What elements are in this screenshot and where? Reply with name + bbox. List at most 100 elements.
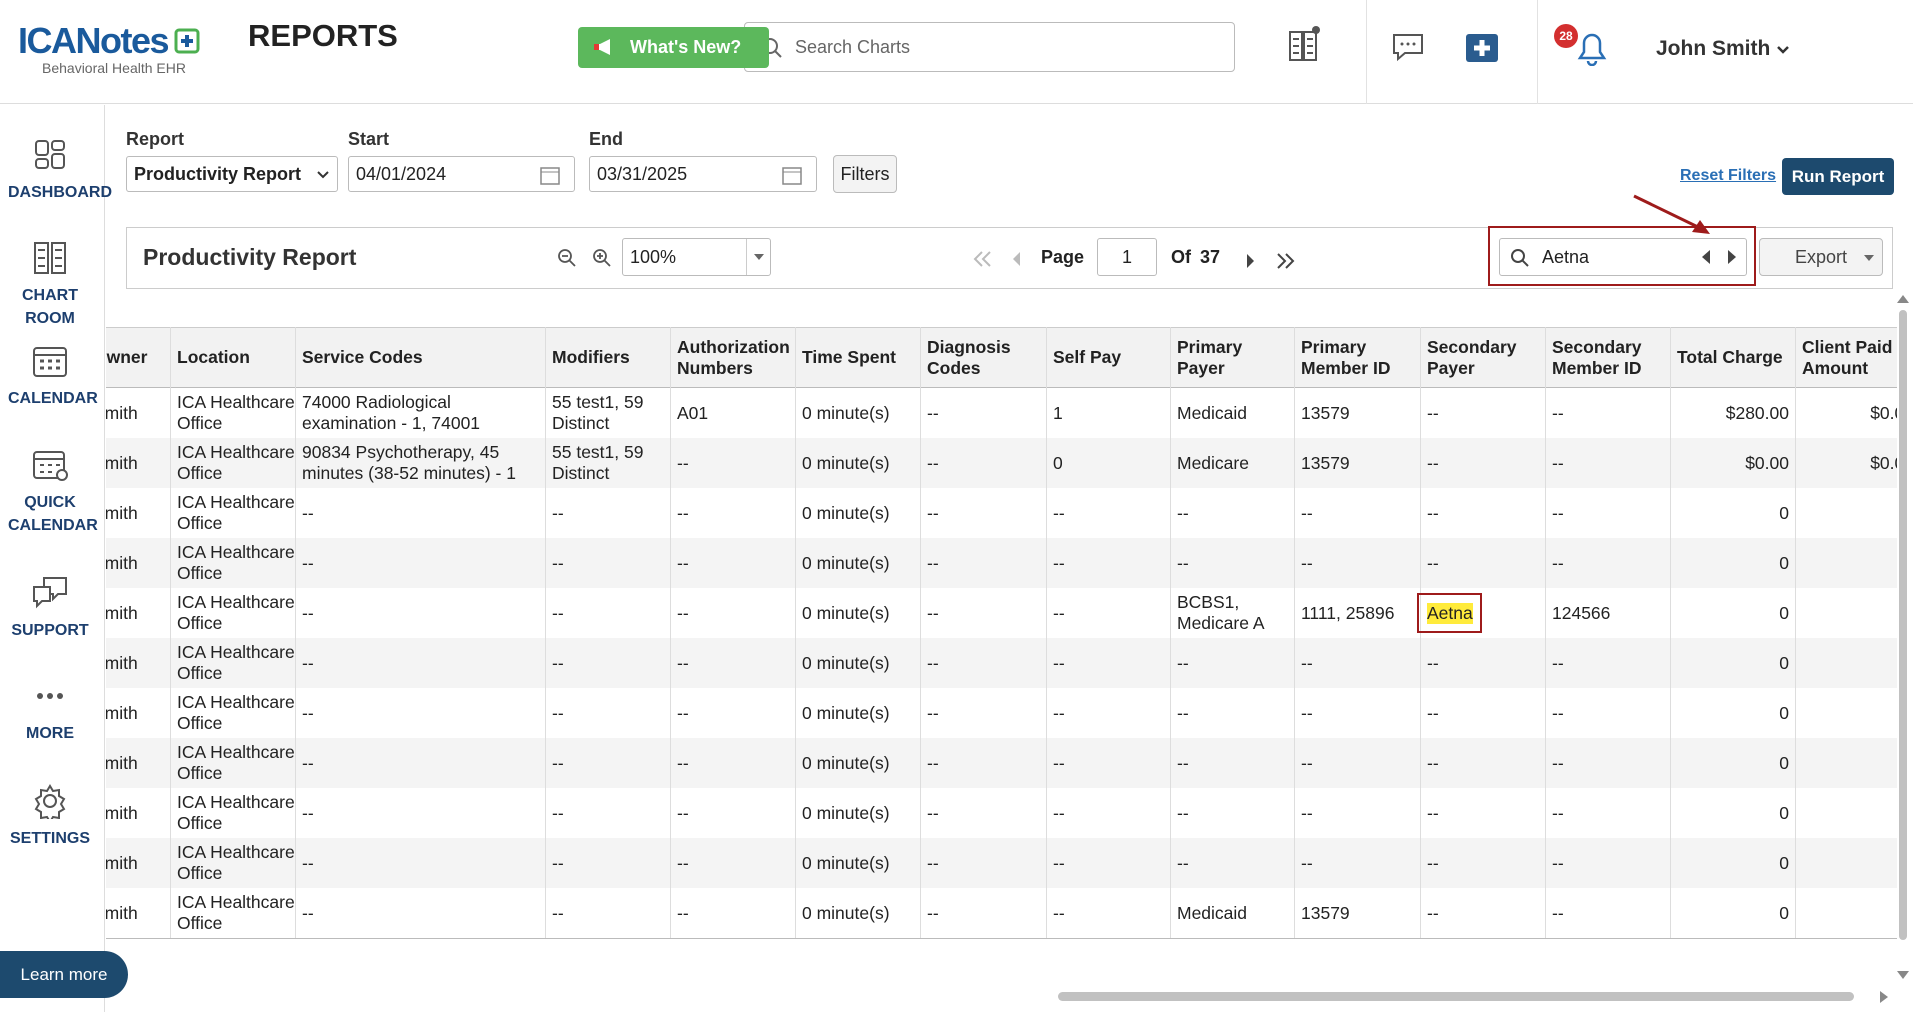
- cell-text: --: [302, 602, 314, 623]
- column-header[interactable]: Location: [170, 327, 295, 388]
- nav-item[interactable]: CHART ROOM: [0, 240, 100, 330]
- search-highlight-box: [1488, 226, 1756, 286]
- cell-text: --: [552, 852, 564, 873]
- table-cell: [1795, 738, 1897, 788]
- first-page[interactable]: [972, 250, 994, 268]
- report-search[interactable]: Aetna: [1499, 238, 1747, 276]
- divider: [1366, 0, 1367, 104]
- cell-text: --: [1552, 402, 1564, 423]
- last-page[interactable]: [1275, 252, 1297, 270]
- cell-text: --: [677, 652, 689, 673]
- report-select[interactable]: Productivity Report: [126, 156, 338, 192]
- nav-item[interactable]: MORE: [0, 678, 100, 745]
- rx-icon[interactable]: [1464, 28, 1500, 64]
- report-label: Report: [126, 129, 184, 149]
- export-button[interactable]: Export: [1759, 238, 1883, 276]
- cell-text: --: [927, 602, 939, 623]
- table-cell: ICA Healthcare Office: [170, 738, 295, 788]
- page-input[interactable]: 1: [1097, 238, 1157, 276]
- cell-text: 13579: [1301, 902, 1350, 923]
- search-next[interactable]: [1726, 249, 1738, 265]
- column-header[interactable]: Primary Payer: [1170, 327, 1294, 388]
- cell-text: --: [1427, 902, 1439, 923]
- nav-item[interactable]: DASHBOARD: [0, 137, 112, 204]
- column-header[interactable]: Modifiers: [545, 327, 670, 388]
- whats-new-button[interactable]: What's New?: [578, 27, 769, 68]
- table-cell: --: [1420, 888, 1545, 938]
- reset-filters-link[interactable]: Reset Filters: [1680, 167, 1777, 184]
- bell-icon[interactable]: [1572, 26, 1612, 66]
- messages-icon[interactable]: [1391, 32, 1425, 62]
- table-cell: --: [670, 638, 795, 688]
- cell-text: --: [677, 552, 689, 573]
- column-header[interactable]: Time Spent: [795, 327, 920, 388]
- nav-item[interactable]: SUPPORT: [0, 575, 100, 642]
- nav-icon: [34, 242, 66, 274]
- horizontal-scrollbar[interactable]: [106, 988, 1896, 1006]
- table-cell: --: [920, 438, 1046, 488]
- table-cell: --: [920, 588, 1046, 638]
- cell-text: --: [677, 502, 689, 523]
- table-cell: ICA Healthcare Office: [170, 438, 295, 488]
- cell-text: Medicaid: [1177, 902, 1248, 923]
- learn-more-button[interactable]: Learn more: [0, 951, 128, 998]
- cell-text: ICA Healthcare Office: [177, 392, 295, 433]
- next-page[interactable]: [1244, 252, 1258, 270]
- table-row: [106, 488, 1897, 538]
- cell-text: --: [677, 852, 689, 873]
- column-header[interactable]: Service Codes: [295, 327, 545, 388]
- cell-text: --: [1427, 652, 1439, 673]
- search-prev[interactable]: [1700, 249, 1712, 265]
- column-header[interactable]: Diagnosis Codes: [920, 327, 1046, 388]
- table-cell: ICA Healthcare Office: [170, 488, 295, 538]
- vertical-scrollbar[interactable]: [1895, 290, 1913, 990]
- cell-text: Smith: [106, 402, 138, 423]
- user-menu[interactable]: John Smith: [1656, 37, 1790, 61]
- column-header[interactable]: Total Charge: [1670, 327, 1795, 388]
- table-cell: 13579: [1294, 388, 1420, 438]
- cell-text: --: [1301, 502, 1313, 523]
- search-box[interactable]: Search Charts: [744, 22, 1235, 72]
- cell-text: --: [1177, 752, 1189, 773]
- column-header[interactable]: Authorization Numbers: [670, 327, 795, 388]
- zoom-select[interactable]: 100%: [622, 238, 771, 276]
- run-report-button[interactable]: Run Report: [1782, 158, 1894, 195]
- column-header[interactable]: Primary Member ID: [1294, 327, 1420, 388]
- report-title: Productivity Report: [143, 244, 357, 270]
- nav-item[interactable]: CALENDAR: [0, 343, 100, 410]
- nav-label: QUICK CALENDAR: [8, 494, 98, 534]
- column-header[interactable]: Self Pay: [1046, 327, 1170, 388]
- table-cell: --: [1545, 538, 1670, 588]
- chevron: [1777, 46, 1790, 54]
- prev-page[interactable]: [1009, 250, 1023, 268]
- nav-item[interactable]: SETTINGS: [0, 783, 100, 850]
- column-header[interactable]: Client Paid Amount: [1795, 327, 1897, 388]
- charts-icon[interactable]: [1286, 24, 1322, 64]
- zoom-value: 100%: [630, 246, 677, 267]
- nav-icon: [37, 693, 63, 699]
- zoom-in[interactable]: [592, 248, 612, 268]
- cell-text: ICA Healthcare Office: [177, 542, 295, 583]
- column-header[interactable]: Secondary Member ID: [1545, 327, 1670, 388]
- table-row: [106, 788, 1897, 838]
- nav-item[interactable]: QUICK CALENDAR: [0, 447, 100, 537]
- column-header[interactable]: Owner: [106, 327, 170, 388]
- table-cell: --: [920, 488, 1046, 538]
- logo[interactable]: ICANotes Behavioral Health EHR: [18, 20, 200, 76]
- table-cell: 0: [1670, 788, 1795, 838]
- table-cell: 0 minute(s): [795, 688, 920, 738]
- table-cell: 55 test1, 59 Distinct: [545, 438, 670, 488]
- end-date[interactable]: 03/31/2025: [589, 156, 817, 192]
- logo-text: ICANotes: [18, 20, 170, 61]
- cell-text: --: [1177, 702, 1189, 723]
- table-cell: --: [545, 688, 670, 738]
- search-placeholder: Search Charts: [795, 37, 911, 57]
- table-cell: $0.00: [1795, 438, 1897, 488]
- filters-button[interactable]: Filters: [833, 155, 897, 193]
- cell-text: --: [1552, 552, 1564, 573]
- column-header[interactable]: Secondary Payer: [1420, 327, 1545, 388]
- table-cell: 90834 Psychotherapy, 45 minutes (38-52 m…: [295, 438, 545, 488]
- start-date[interactable]: 04/01/2024: [348, 156, 575, 192]
- cell-text: 1111, 25896: [1301, 602, 1395, 623]
- zoom-out[interactable]: [557, 248, 577, 268]
